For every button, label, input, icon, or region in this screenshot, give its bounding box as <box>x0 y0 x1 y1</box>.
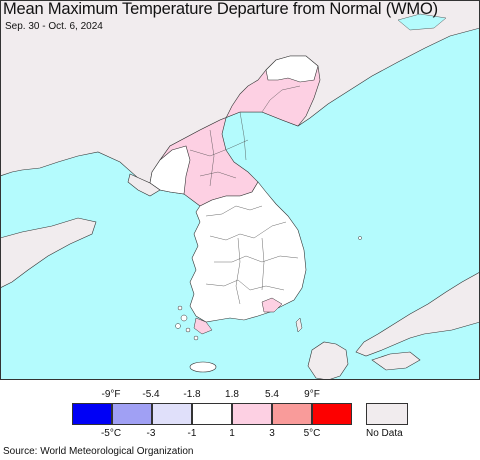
south-korea-south-coast-warm <box>261 297 283 313</box>
map-title: Mean Maximum Temperature Departure from … <box>3 0 438 18</box>
liaodong-peninsula <box>127 173 161 197</box>
legend-tick-f-2: -5.4 <box>142 389 160 400</box>
legend-bin-4 <box>192 403 232 425</box>
japan-kyushu <box>307 341 349 380</box>
south-korea <box>189 181 307 323</box>
legend-bin-6 <box>272 403 312 425</box>
legend-bin-5 <box>232 403 272 425</box>
lake-northeast <box>397 13 447 31</box>
shandong-peninsula <box>0 217 97 289</box>
legend-tick-f-1: -9°F <box>101 389 121 400</box>
legend: -9°F -5.4 -1.8 1.8 5.4 9°F -5°C -3 -1 1 … <box>0 384 480 444</box>
legend-tick-c-5: 3 <box>269 428 275 439</box>
southwest-islands <box>175 305 199 341</box>
legend-tick-c-1: -5°C <box>100 428 122 439</box>
legend-bin-7 <box>312 403 352 425</box>
legend-tick-f-6: 9°F <box>304 389 320 400</box>
japan-honshu <box>355 271 480 357</box>
south-korea-southwest-warm <box>193 317 213 335</box>
legend-bin-1 <box>72 403 112 425</box>
province-boundaries <box>205 205 299 305</box>
japan-shikoku <box>371 351 421 371</box>
legend-no-data-label: No Data <box>366 428 403 439</box>
legend-tick-f-3: -1.8 <box>183 389 201 400</box>
legend-tick-c-4: 1 <box>229 428 235 439</box>
legend-tick-f-4: 1.8 <box>225 389 239 400</box>
map-area: Mean Maximum Temperature Departure from … <box>0 0 480 380</box>
jeju-island <box>189 361 217 373</box>
legend-bin-2 <box>112 403 152 425</box>
date-range: Sep. 30 - Oct. 6, 2024 <box>5 21 103 32</box>
map-svg <box>0 0 480 380</box>
legend-bin-3 <box>152 403 192 425</box>
source-credit: Source: World Meteorological Organizatio… <box>3 446 194 457</box>
north-korea-northeast <box>265 55 319 83</box>
legend-tick-c-6: 5°C <box>303 428 321 439</box>
legend-tick-c-3: -1 <box>187 428 197 439</box>
north-province-boundaries <box>189 85 301 187</box>
legend-no-data-swatch <box>366 403 408 425</box>
legend-tick-f-5: 5.4 <box>265 389 279 400</box>
tsushima <box>295 317 303 333</box>
legend-tick-c-2: -3 <box>146 428 156 439</box>
ulleung-island <box>358 236 362 240</box>
